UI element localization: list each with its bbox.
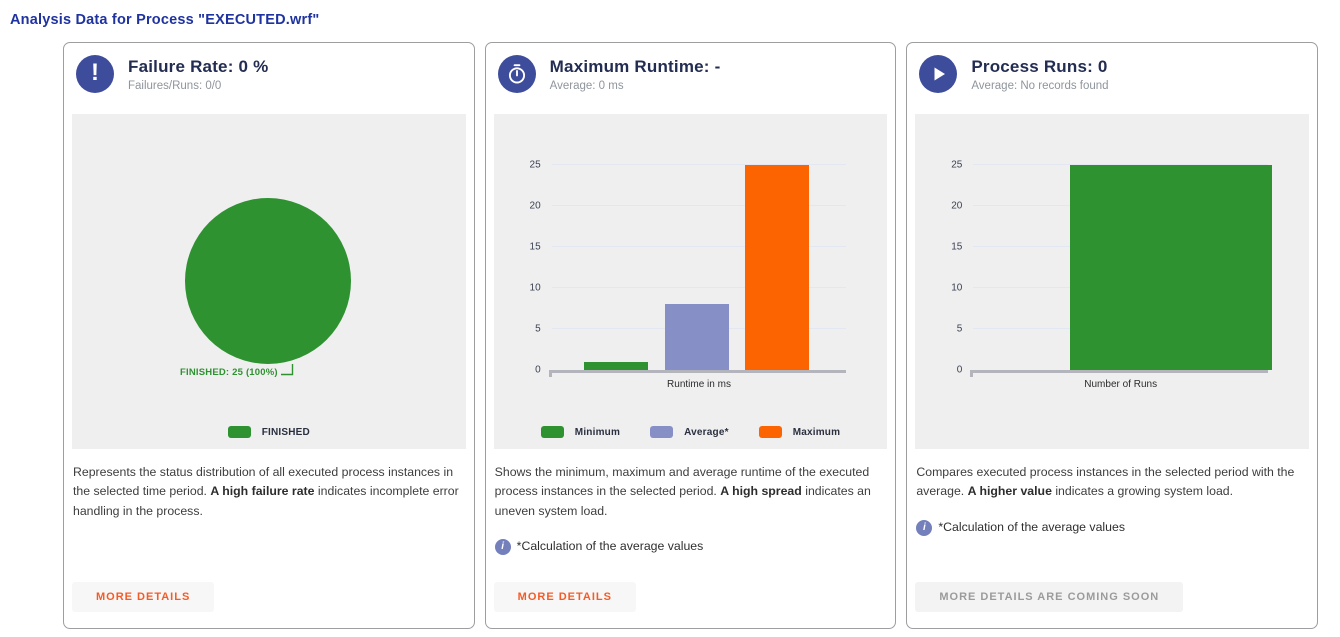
card-title: Maximum Runtime: - bbox=[549, 56, 721, 76]
zero-tick-mark bbox=[970, 370, 974, 377]
y-tick-25: 25 bbox=[529, 159, 541, 171]
y-tick-10: 10 bbox=[529, 282, 541, 294]
y-tick-0: 0 bbox=[956, 364, 963, 376]
legend-item-average[interactable]: Average* bbox=[650, 426, 729, 438]
legend-item-finished[interactable]: FINISHED bbox=[227, 426, 310, 438]
alert-icon: ! bbox=[76, 55, 114, 93]
gridline bbox=[973, 164, 1269, 165]
gridline bbox=[551, 164, 847, 165]
card-description: Shows the minimum, maximum and average r… bbox=[494, 449, 888, 582]
card-subtitle: Average: 0 ms bbox=[549, 79, 624, 92]
failure-rate-card: ! Failure Rate: 0 % Failures/Runs: 0/0 F… bbox=[63, 42, 475, 629]
runs-plot: 0 5 10 15 20 25 Number of Runs bbox=[951, 160, 1273, 390]
card-subtitle: Failures/Runs: 0/0 bbox=[128, 79, 222, 92]
more-details-button[interactable]: MORE DETAILS bbox=[72, 582, 215, 612]
maximum-runtime-header: Maximum Runtime: - Average: 0 ms bbox=[494, 43, 888, 93]
analysis-cards-row: ! Failure Rate: 0 % Failures/Runs: 0/0 F… bbox=[63, 42, 1319, 629]
card-footer: MORE DETAILS bbox=[493, 582, 888, 628]
y-tick-20: 20 bbox=[529, 200, 541, 212]
pie-callout-finished: FINISHED: 25 (100%) bbox=[180, 363, 296, 378]
y-tick-5: 5 bbox=[535, 323, 541, 335]
process-runs-card: Process Runs: 0 Average: No records foun… bbox=[906, 42, 1319, 629]
y-tick-15: 15 bbox=[529, 241, 541, 253]
average-calculation-link[interactable]: i *Calculation of the average values bbox=[494, 537, 887, 556]
status-pie-chart: FINISHED: 25 (100%) FINISHED bbox=[72, 114, 466, 449]
runtime-bar-chart: 0 5 10 15 20 25 Runtime in ms Minimum bbox=[493, 114, 888, 449]
y-tick-25: 25 bbox=[951, 159, 963, 171]
legend-swatch-average bbox=[650, 426, 674, 438]
runtime-legend: Minimum Average* Maximum bbox=[494, 426, 888, 438]
average-calculation-link[interactable]: i *Calculation of the average values bbox=[916, 518, 1308, 537]
more-details-coming-soon-button: MORE DETAILS ARE COMING SOON bbox=[915, 582, 1184, 612]
y-tick-5: 5 bbox=[956, 323, 963, 335]
pie-legend: FINISHED bbox=[72, 426, 466, 438]
card-title: Failure Rate: 0 % bbox=[128, 56, 269, 76]
card-subtitle: Average: No records found bbox=[971, 79, 1109, 92]
bar-maximum[interactable] bbox=[744, 165, 809, 370]
legend-swatch-maximum bbox=[758, 426, 782, 438]
legend-swatch-minimum bbox=[540, 426, 564, 438]
failure-rate-header: ! Failure Rate: 0 % Failures/Runs: 0/0 bbox=[72, 43, 466, 93]
runtime-plot: 0 5 10 15 20 25 Runtime in ms bbox=[530, 160, 847, 390]
bar-average[interactable] bbox=[664, 304, 729, 370]
x-axis-label: Number of Runs bbox=[1084, 379, 1158, 390]
card-description: Compares executed process instances in t… bbox=[915, 449, 1309, 582]
x-axis-label: Runtime in ms bbox=[667, 379, 731, 390]
gridline bbox=[551, 246, 847, 247]
y-tick-10: 10 bbox=[951, 282, 963, 294]
info-icon: i bbox=[494, 538, 511, 555]
process-runs-header: Process Runs: 0 Average: No records foun… bbox=[915, 43, 1309, 93]
card-title: Process Runs: 0 bbox=[971, 56, 1108, 76]
bar-minimum[interactable] bbox=[583, 361, 648, 370]
card-footer: MORE DETAILS bbox=[72, 582, 466, 628]
pie-slice-finished[interactable] bbox=[185, 198, 351, 364]
legend-item-maximum[interactable]: Maximum bbox=[758, 426, 841, 438]
page-title: Analysis Data for Process "EXECUTED.wrf" bbox=[10, 12, 320, 28]
legend-swatch-finished bbox=[227, 426, 251, 438]
gridline bbox=[551, 287, 847, 288]
card-description: Represents the status distribution of al… bbox=[73, 465, 459, 518]
more-details-button[interactable]: MORE DETAILS bbox=[493, 582, 636, 612]
runs-bar-chart: 0 5 10 15 20 25 Number of Runs bbox=[915, 114, 1310, 449]
y-tick-0: 0 bbox=[535, 364, 541, 376]
maximum-runtime-card: Maximum Runtime: - Average: 0 ms 0 5 10 … bbox=[484, 42, 897, 629]
callout-connector-line bbox=[280, 364, 293, 376]
y-tick-20: 20 bbox=[951, 200, 963, 212]
play-icon bbox=[919, 55, 958, 93]
stopwatch-icon bbox=[497, 55, 536, 93]
bar-number-of-runs[interactable] bbox=[1070, 165, 1273, 370]
zero-tick-mark bbox=[548, 370, 552, 377]
gridline bbox=[551, 205, 847, 206]
card-footer: MORE DETAILS ARE COMING SOON bbox=[915, 582, 1309, 628]
legend-item-minimum[interactable]: Minimum bbox=[540, 426, 620, 438]
info-icon: i bbox=[916, 519, 933, 536]
y-tick-15: 15 bbox=[951, 241, 963, 253]
